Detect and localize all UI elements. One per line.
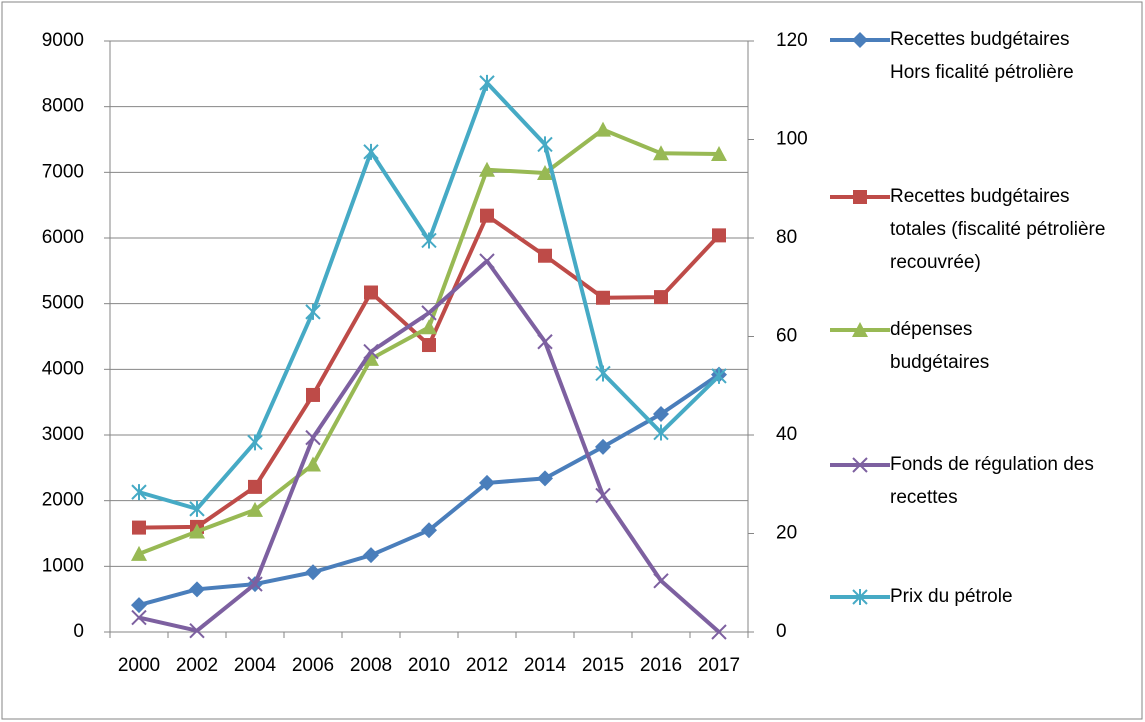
marker (189, 622, 205, 639)
marker (247, 434, 263, 451)
marker (421, 319, 437, 335)
y2-tick-label: 80 (776, 227, 797, 248)
marker (363, 143, 379, 160)
y2-tick-label: 0 (776, 621, 787, 642)
legend-label: Recettes budgétaires Hors ficalité pétro… (890, 29, 1074, 83)
marker (363, 350, 379, 366)
marker (595, 121, 611, 137)
marker (306, 387, 320, 402)
marker (247, 501, 263, 517)
y-tick-label: 5000 (42, 293, 84, 314)
marker (595, 365, 611, 382)
marker (852, 589, 868, 605)
marker (363, 547, 379, 564)
marker (852, 457, 868, 473)
x-tick-label: 2000 (118, 655, 160, 676)
marker (595, 487, 611, 504)
marker (189, 523, 205, 539)
marker (852, 322, 868, 337)
marker (852, 32, 868, 48)
y2-tick-label: 20 (776, 523, 797, 544)
x-tick-label: 2017 (698, 655, 740, 676)
marker (131, 545, 147, 561)
marker (305, 564, 321, 581)
y-tick-label: 8000 (42, 96, 84, 117)
legend-label: Prix du pétrole (890, 586, 1013, 607)
marker (479, 253, 495, 269)
x-tick-label: 2002 (176, 655, 218, 676)
x-tick-label: 2014 (524, 655, 567, 676)
y-tick-label: 9000 (42, 30, 84, 51)
x-tick-label: 2006 (292, 655, 334, 676)
marker (654, 290, 668, 305)
marker (479, 474, 495, 491)
marker (421, 522, 437, 539)
marker (132, 520, 146, 535)
marker (711, 145, 727, 161)
marker (853, 190, 867, 204)
marker (596, 290, 610, 305)
x-tick-label: 2008 (350, 655, 392, 676)
y2-tick-label: 100 (776, 129, 808, 150)
marker (189, 500, 205, 517)
y-tick-label: 0 (73, 621, 84, 642)
marker (421, 232, 437, 249)
marker (131, 597, 147, 614)
marker (305, 303, 321, 320)
marker (537, 136, 553, 153)
x-tick-label: 2004 (234, 655, 277, 676)
marker (363, 343, 379, 360)
marker (131, 484, 147, 501)
y-tick-label: 2000 (42, 490, 84, 511)
marker (480, 208, 494, 223)
legend-label: Recettes budgétaires totales (fiscalité … (890, 186, 1106, 273)
marker (595, 438, 611, 455)
y2-tick-label: 60 (776, 326, 797, 347)
marker (479, 161, 495, 177)
marker (537, 334, 553, 350)
legend-label: dépenses budgétaires (890, 319, 990, 373)
legend-label: Fonds de régulation des recettes (890, 454, 1094, 508)
y-tick-label: 3000 (42, 424, 84, 445)
y2-tick-label: 120 (776, 30, 808, 51)
marker (479, 74, 495, 91)
marker (653, 405, 669, 422)
marker (422, 338, 436, 353)
marker (537, 470, 553, 487)
marker (537, 164, 553, 180)
x-tick-label: 2016 (640, 655, 682, 676)
y-tick-label: 7000 (42, 161, 84, 182)
marker (189, 581, 205, 598)
marker (653, 573, 669, 589)
marker (653, 145, 669, 161)
marker (712, 228, 726, 243)
marker (421, 305, 437, 321)
marker (653, 424, 669, 441)
marker (247, 576, 263, 592)
y2-tick-label: 40 (776, 424, 797, 445)
marker (131, 609, 147, 626)
y-tick-label: 4000 (42, 358, 84, 379)
marker (305, 456, 321, 472)
y-tick-label: 6000 (42, 227, 84, 248)
x-tick-label: 2012 (466, 655, 508, 676)
marker (538, 248, 552, 263)
marker (711, 367, 727, 384)
x-tick-label: 2010 (408, 655, 450, 676)
x-tick-label: 2015 (582, 655, 624, 676)
marker (305, 429, 321, 446)
marker (364, 285, 378, 300)
marker (248, 479, 262, 494)
marker (711, 624, 727, 640)
y-tick-label: 1000 (42, 555, 84, 576)
